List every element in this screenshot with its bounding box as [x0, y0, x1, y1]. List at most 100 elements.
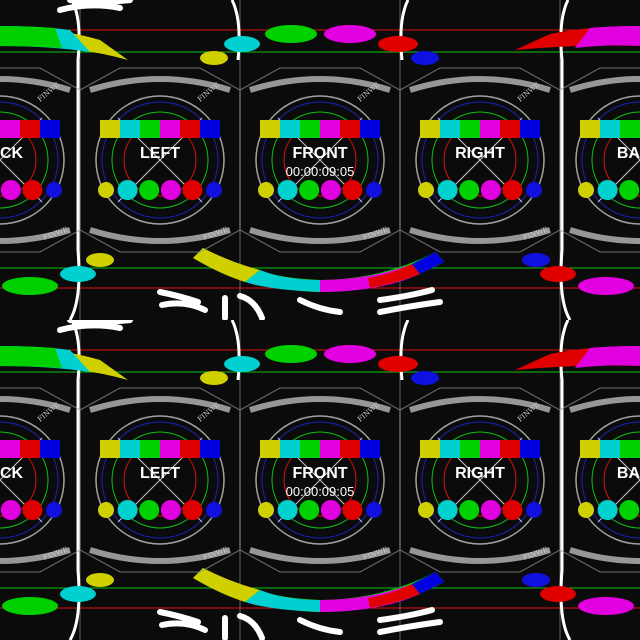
color-circle-4 [0, 180, 21, 200]
view-label: BACK [0, 145, 24, 162]
color-bar-2 [280, 440, 300, 458]
bottom-arc-band [368, 264, 420, 288]
color-bar-6 [40, 440, 60, 458]
view-ring-green [271, 111, 369, 209]
color-bar-3 [300, 120, 320, 138]
color-circle-6 [366, 182, 382, 198]
color-circle-6 [206, 182, 222, 198]
view-ring-green [431, 111, 529, 209]
view-label: LEFT [140, 145, 180, 162]
color-circle-3 [139, 180, 160, 200]
color-bar-5 [340, 120, 360, 138]
color-bar-3 [460, 440, 480, 458]
top-oval [265, 25, 317, 43]
top-oval [378, 356, 418, 372]
color-circle-4 [320, 500, 341, 520]
color-circle-1 [578, 502, 594, 518]
color-circle-4 [480, 180, 501, 200]
color-bar-6 [40, 120, 60, 138]
color-bar-1 [420, 440, 440, 458]
view-ring-blue [101, 101, 219, 219]
color-bar-5 [500, 440, 520, 458]
color-circle-2 [277, 500, 298, 520]
color-circle-3 [459, 180, 480, 200]
view-ring-blue [101, 421, 219, 539]
color-bar-2 [600, 120, 620, 138]
view-top-arc [569, 76, 640, 93]
color-bar-5 [180, 440, 200, 458]
view-bottom-arc [249, 227, 391, 244]
color-bar-5 [500, 120, 520, 138]
color-bar-2 [120, 120, 140, 138]
color-bar-6 [200, 440, 220, 458]
bottom-arc-band [193, 248, 260, 282]
pattern-svg-top: FINWEFINWEBACKFINWEFINWELEFTFINWEFINWEFR… [0, 0, 640, 320]
bottom-oval [86, 253, 114, 267]
color-bar-2 [600, 440, 620, 458]
color-bar-6 [360, 120, 380, 138]
color-bar-1 [260, 440, 280, 458]
color-circle-3 [619, 180, 640, 200]
color-circle-4 [160, 180, 181, 200]
view-ring-outer [95, 95, 225, 225]
view-timecode: 00:00:09:05 [286, 164, 355, 179]
color-circle-4 [320, 180, 341, 200]
color-circle-2 [597, 500, 618, 520]
view-label: FRONT [292, 465, 347, 482]
color-bar-6 [520, 120, 540, 138]
view-label: LEFT [140, 465, 180, 482]
view-bottom-arc [0, 227, 71, 244]
color-circle-1 [418, 502, 434, 518]
color-bar-3 [460, 120, 480, 138]
bottom-arc-band [245, 590, 320, 612]
color-circle-1 [258, 182, 274, 198]
view-hex-outline [559, 387, 640, 573]
color-circle-4 [160, 500, 181, 520]
frame-edge [68, 320, 81, 640]
top-arc-band [575, 26, 640, 48]
bottom-oval [540, 266, 576, 282]
color-bar-4 [160, 440, 180, 458]
color-circle-4 [480, 500, 501, 520]
top-oval [265, 345, 317, 363]
view-ring-green [0, 111, 49, 209]
bottom-oval [540, 586, 576, 602]
frame-edge [559, 320, 572, 640]
color-circle-5 [342, 500, 363, 520]
view-ring-green [111, 431, 209, 529]
view-top-arc [0, 76, 71, 93]
pattern-tile-top: FINWEFINWEBACKFINWEFINWELEFTFINWEFINWEFR… [0, 0, 640, 320]
color-circle-2 [117, 500, 138, 520]
color-circle-3 [299, 180, 320, 200]
view-top-arc [409, 76, 551, 93]
color-bar-5 [340, 440, 360, 458]
color-circle-6 [46, 182, 62, 198]
view-ring-blue [421, 421, 539, 539]
color-circle-1 [98, 182, 114, 198]
bottom-oval [2, 597, 58, 615]
view-ring-blue [581, 421, 640, 539]
view-ring-blue [421, 101, 539, 219]
bottom-arc-band [412, 252, 444, 274]
color-circle-5 [342, 180, 363, 200]
view-label: RIGHT [455, 465, 505, 482]
color-circle-6 [46, 502, 62, 518]
color-bar-1 [580, 120, 600, 138]
view-top-arc [249, 76, 391, 93]
view-label: FRONT [292, 145, 347, 162]
view-label: RIGHT [455, 145, 505, 162]
bottom-arc-band [368, 584, 420, 608]
color-circle-2 [117, 180, 138, 200]
bottom-arc-band [193, 568, 260, 602]
color-circle-5 [22, 500, 43, 520]
view-bottom-arc [249, 547, 391, 564]
color-circle-1 [418, 182, 434, 198]
squiggle-marks [57, 320, 133, 333]
color-circle-5 [182, 500, 203, 520]
color-bar-3 [620, 440, 640, 458]
color-circle-5 [22, 180, 43, 200]
color-bar-1 [100, 120, 120, 138]
view-ring-outer [0, 95, 65, 225]
bottom-oval [60, 586, 96, 602]
top-oval [411, 371, 439, 385]
